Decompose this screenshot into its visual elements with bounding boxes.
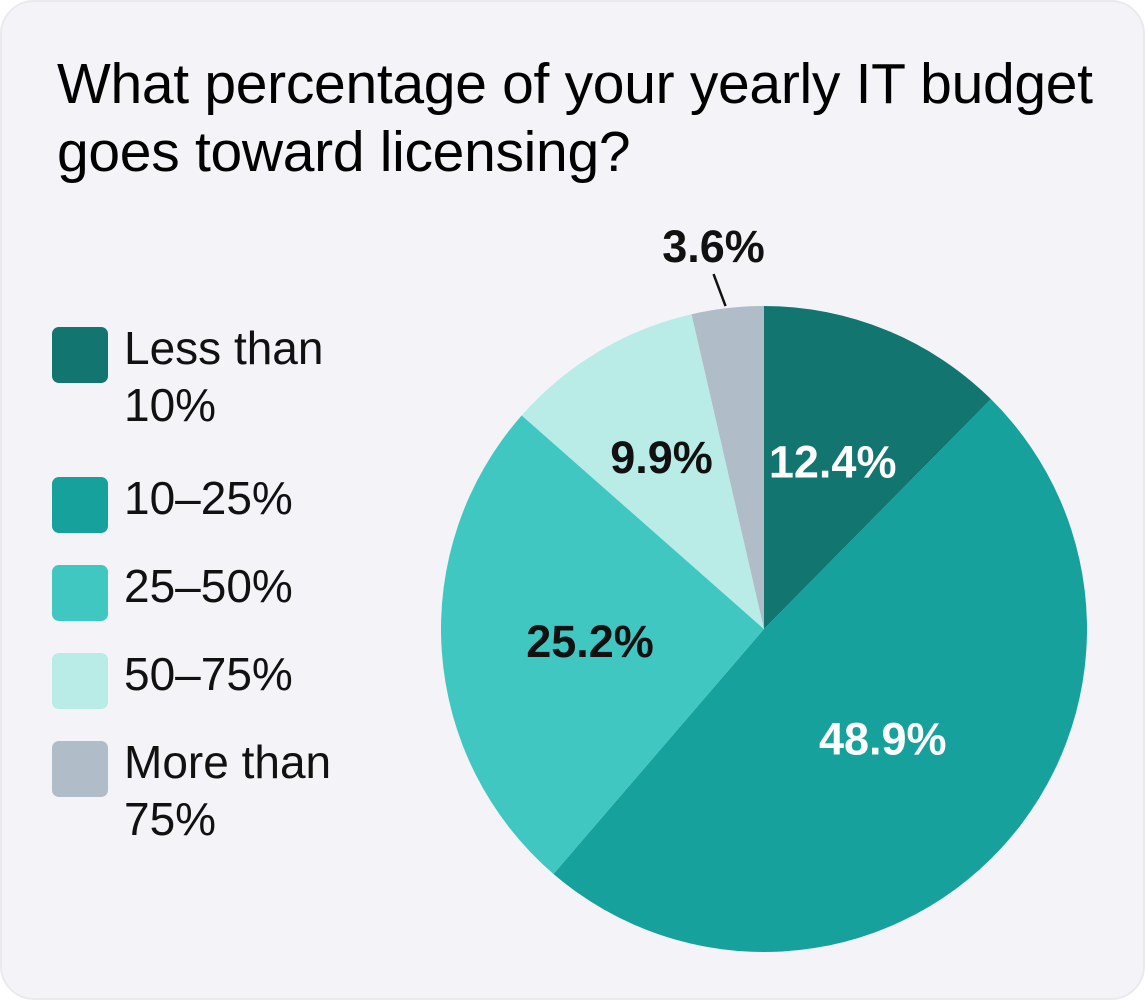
legend-label: Less than 10% — [124, 322, 324, 431]
legend-swatch — [52, 741, 108, 797]
pie-slice-50-75 — [521, 314, 764, 629]
legend-swatch — [52, 327, 108, 383]
legend-label: 50–75% — [124, 648, 293, 700]
slice-value-label: 3.6% — [662, 221, 765, 272]
slice-value-label: 9.9% — [610, 432, 713, 483]
legend-label: 25–50% — [124, 560, 293, 612]
slice-value-label: 25.2% — [526, 616, 654, 667]
pie-slice-25-50 — [440, 415, 764, 874]
legend-swatch — [52, 653, 108, 709]
legend-swatch — [52, 477, 108, 533]
pie-slice-less-than-10 — [764, 306, 991, 629]
chart-title: What percentage of your yearly IT budget… — [57, 52, 1093, 184]
legend-label: 10–25% — [124, 472, 293, 524]
slice-value-label: 48.9% — [819, 713, 947, 764]
pie-slice-10-25 — [553, 399, 1088, 953]
legend-label: More than 75% — [124, 736, 332, 845]
legend-swatch — [52, 565, 108, 621]
leader-line — [712, 273, 727, 307]
pie-slice-more-than-75 — [691, 306, 764, 629]
slice-value-label: 12.4% — [769, 437, 897, 488]
